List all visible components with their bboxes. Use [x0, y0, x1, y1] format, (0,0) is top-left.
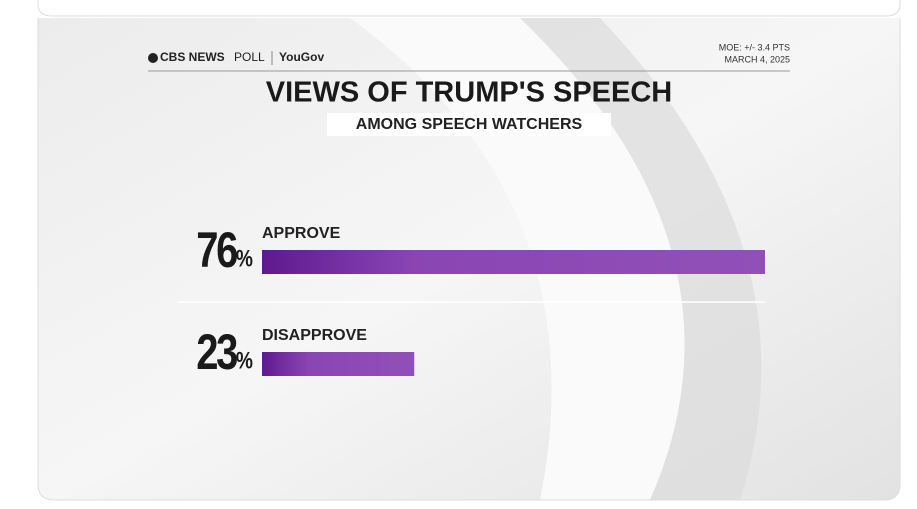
- date: MARCH 4, 2025: [724, 54, 790, 64]
- chart-subtitle: AMONG SPEECH WATCHERS: [356, 116, 583, 133]
- bar: [262, 250, 765, 274]
- brand: CBS NEWS: [160, 50, 225, 64]
- swoosh-shadow: [520, 18, 762, 500]
- cbs-eye: [148, 53, 158, 63]
- swoosh: [350, 18, 685, 500]
- top-card: [37, 0, 901, 17]
- category-label: DISAPPROVE: [262, 327, 367, 344]
- brand-suffix: POLL: [234, 50, 265, 64]
- subtitle-box: [327, 113, 611, 136]
- category-label: APPROVE: [262, 225, 341, 242]
- value-label: 76%: [196, 222, 253, 278]
- value-label: 23%: [196, 324, 253, 380]
- chart-title: VIEWS OF TRUMP'S SPEECH: [266, 77, 673, 109]
- bar: [262, 352, 415, 376]
- card-border: [37, 18, 901, 501]
- moe: MOE: +/- 3.4 PTS: [719, 42, 790, 52]
- partner: YouGov: [279, 50, 324, 64]
